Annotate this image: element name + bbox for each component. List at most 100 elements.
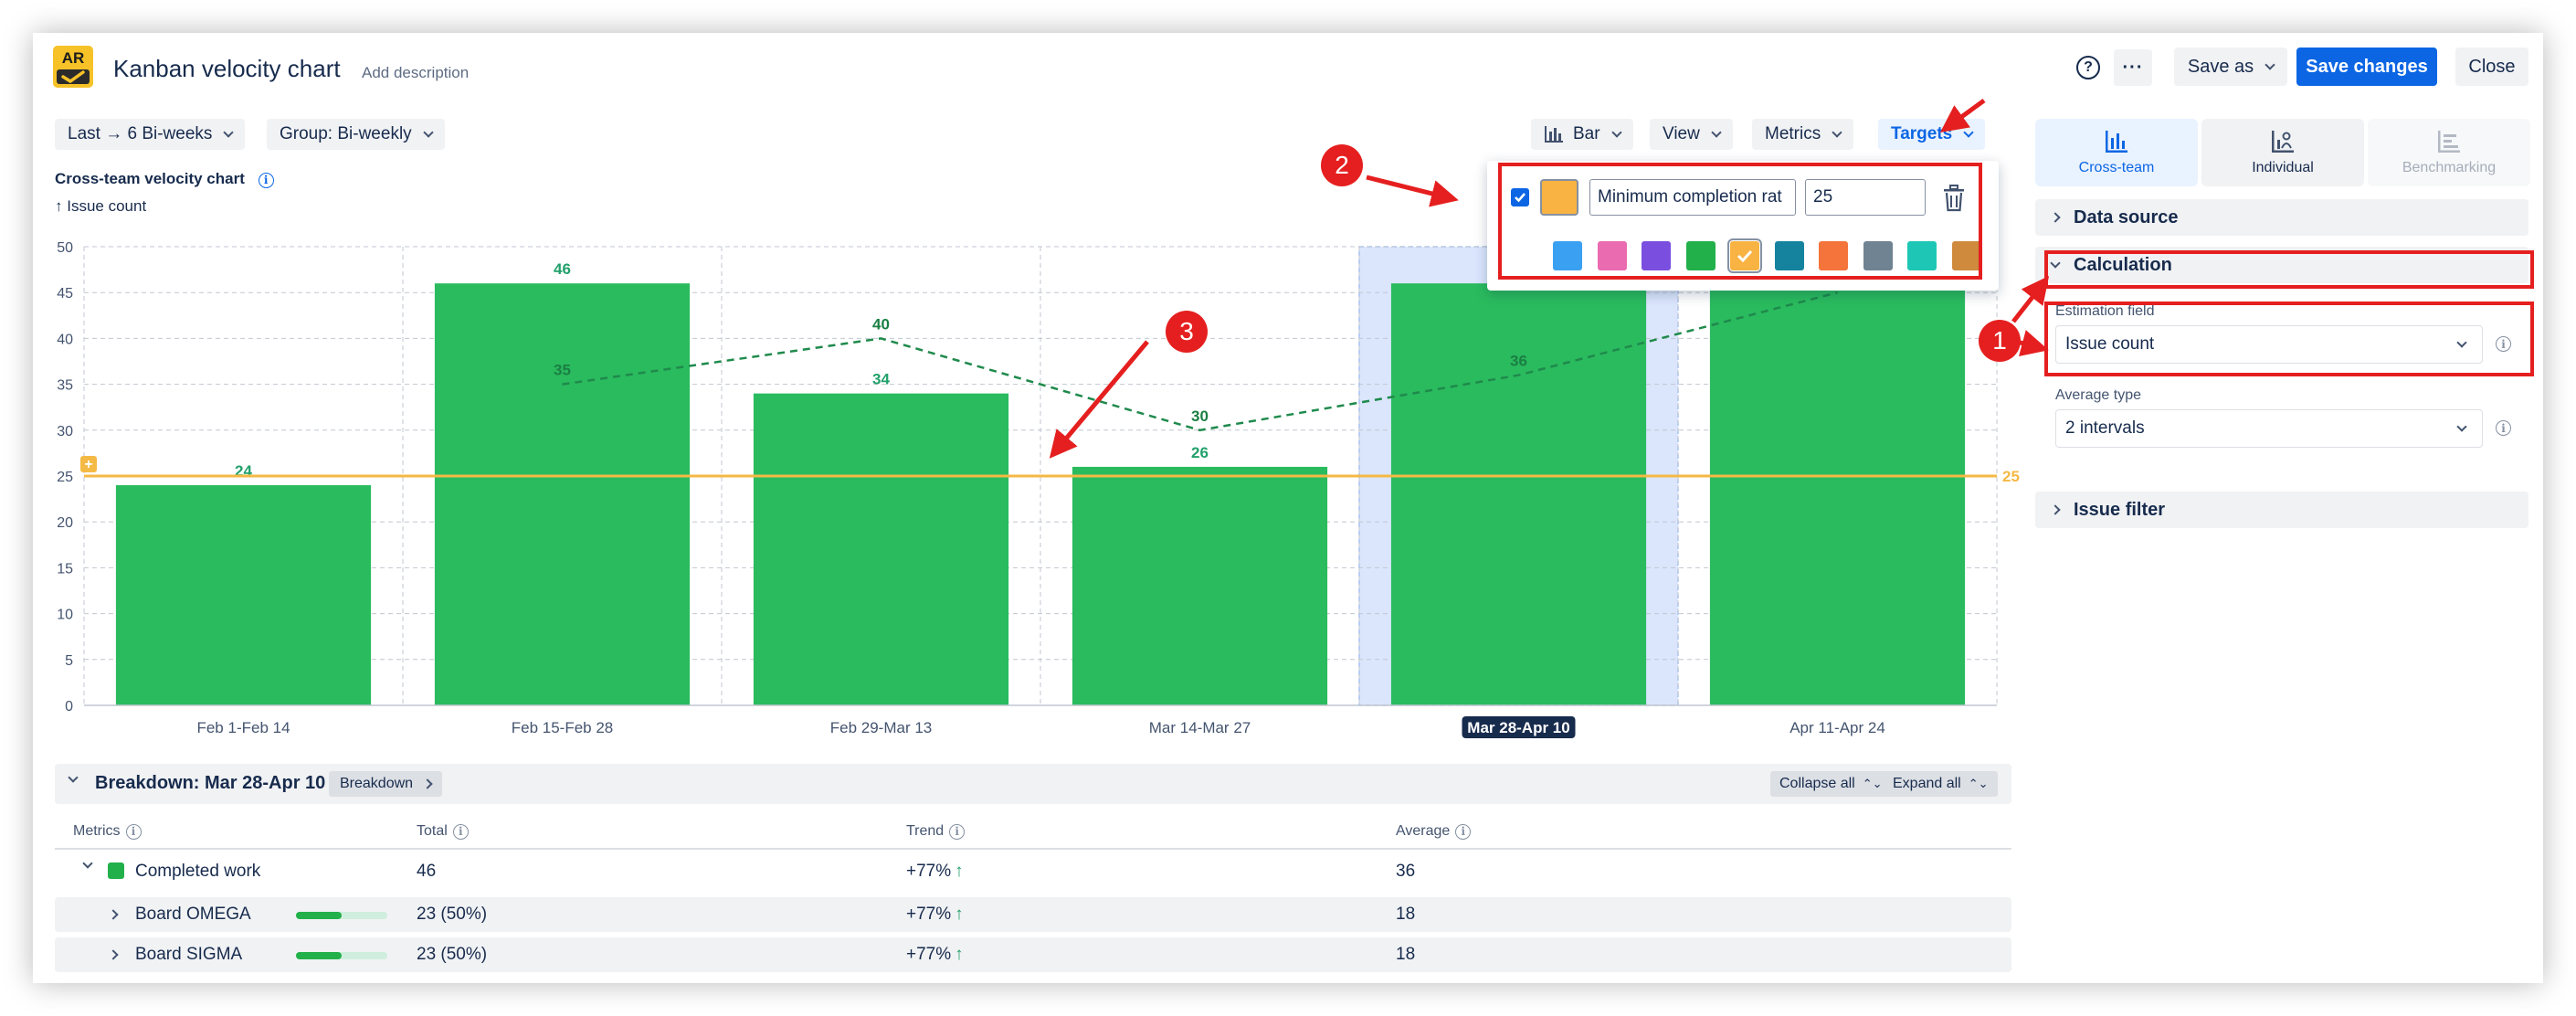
save-as-button[interactable]: Save as <box>2174 48 2287 86</box>
metric-name: Completed work <box>135 862 261 881</box>
data-source-section[interactable]: Data source <box>2035 199 2528 236</box>
info-icon[interactable]: i <box>2496 336 2511 352</box>
breakdown-button-label: Breakdown <box>340 776 414 791</box>
color-swatch[interactable] <box>1727 238 1762 273</box>
y-axis-label: ↑ Issue count <box>55 197 147 215</box>
color-swatch[interactable] <box>1597 241 1627 270</box>
info-icon[interactable]: i <box>125 823 142 840</box>
table-row[interactable] <box>55 854 2011 889</box>
color-swatch[interactable] <box>1863 241 1893 270</box>
color-swatch[interactable] <box>1642 241 1671 270</box>
total-value: 46 <box>417 862 437 881</box>
y-tick-label: 10 <box>57 608 73 623</box>
section-label: Calculation <box>2074 254 2172 275</box>
arrow-to-calculation <box>2011 276 2050 323</box>
annotation-arrows <box>1049 98 2050 459</box>
trend-value: +77% ↑ <box>906 854 964 889</box>
group-select[interactable]: Group: Bi-weekly <box>267 119 445 150</box>
target-name-input[interactable]: Minimum completion rat <box>1589 179 1796 216</box>
page-title: Kanban velocity chart <box>113 55 341 82</box>
x-tick-label: Mar 28-Apr 10 <box>1467 719 1569 736</box>
average-data-label: 36 <box>1510 353 1527 370</box>
tab-individual[interactable]: Individual <box>2201 119 2364 186</box>
time-range-select[interactable]: Last → 6 Bi-weeks <box>55 119 246 150</box>
annotation-badge-3: 3 <box>1166 311 1208 353</box>
arrow-to-popover <box>1366 175 1459 207</box>
total-value: 23 (50%) <box>417 905 488 924</box>
target-color-button[interactable] <box>1540 179 1578 216</box>
y-tick-label: 30 <box>57 424 73 439</box>
section-label: Data source <box>2074 206 2179 228</box>
column-label: Trend <box>906 823 945 839</box>
issue-filter-section[interactable]: Issue filter <box>2035 492 2528 528</box>
chart-type-select[interactable]: Bar <box>1531 119 1633 150</box>
selected-x-label-bg <box>1462 716 1576 738</box>
view-select[interactable]: View <box>1650 119 1733 150</box>
tab-cross-team[interactable]: Cross-team <box>2035 119 2198 186</box>
y-tick-label: 45 <box>57 286 73 302</box>
bar <box>434 283 691 705</box>
logo-text: AR <box>62 49 85 67</box>
info-icon[interactable]: i <box>258 172 274 188</box>
color-swatch[interactable] <box>1774 241 1804 270</box>
target-marker-glyph: + <box>84 457 92 472</box>
tab-benchmarking[interactable]: Benchmarking <box>2368 119 2530 186</box>
annotation-box-calculation <box>2044 250 2534 289</box>
color-swatch[interactable] <box>1685 241 1716 270</box>
trend-text: +77% <box>906 862 952 881</box>
expand-all-label: Expand all <box>1893 776 1961 791</box>
progress-fill <box>296 952 342 959</box>
bar-data-label: 26 <box>1191 444 1209 461</box>
target-value-label: 25 <box>2002 468 2020 485</box>
help-icon: ? <box>2076 56 2100 79</box>
arrow-up-icon: ↑ <box>955 862 964 881</box>
view-label: View <box>1663 124 1700 143</box>
add-description-link[interactable]: Add description <box>362 64 470 81</box>
color-swatch[interactable] <box>1819 241 1848 270</box>
average-type-select[interactable]: 2 intervals <box>2055 409 2483 448</box>
column-label: Average <box>1396 823 1451 839</box>
breakdown-button[interactable]: Breakdown <box>329 771 443 797</box>
expand-all-button[interactable]: Expand all ⌃⌄ <box>1884 771 1998 797</box>
info-icon[interactable]: i <box>1455 823 1472 840</box>
trend-text: +77% <box>906 945 952 964</box>
benchmark-icon <box>2438 131 2460 153</box>
average-type-value: 2 intervals <box>2065 418 2145 438</box>
progress-fill <box>296 912 342 919</box>
metrics-select[interactable]: Metrics <box>1752 119 1854 150</box>
more-button[interactable]: ··· <box>2114 49 2152 86</box>
velocity-chart-app: AR Kanban velocity chart Add description… <box>33 33 2543 983</box>
save-changes-button[interactable]: Save changes <box>2296 48 2437 86</box>
info-icon[interactable]: i <box>2496 420 2511 436</box>
target-enabled-checkbox[interactable] <box>1511 188 1529 206</box>
chevron-right-icon <box>422 778 433 789</box>
average-type-label: Average type <box>2055 387 2141 403</box>
color-swatch[interactable] <box>1907 241 1937 270</box>
x-tick-label: Apr 11-Apr 24 <box>1789 719 1885 736</box>
bar-chart-icon <box>1545 126 1563 143</box>
x-tick-label: Mar 14-Mar 27 <box>1149 719 1251 736</box>
metric-name: Board SIGMA <box>135 945 243 964</box>
checkmark-icon <box>1737 249 1753 263</box>
arrow-to-target-line <box>1049 340 1149 459</box>
metrics-label: Metrics <box>1765 124 1821 143</box>
bar <box>753 393 1009 705</box>
color-swatch[interactable] <box>1951 241 1981 270</box>
arrow-up-icon: ↑ <box>955 945 964 964</box>
close-button[interactable]: Close <box>2455 48 2528 86</box>
x-tick-label: Feb 15-Feb 28 <box>512 719 614 736</box>
color-swatch[interactable] <box>1553 241 1582 270</box>
estimation-field-select[interactable]: Issue count <box>2055 325 2483 364</box>
column-label: Total <box>417 823 448 839</box>
target-value-input[interactable]: 25 <box>1805 179 1926 216</box>
arrow-up-icon: ↑ <box>955 905 964 924</box>
trash-icon[interactable] <box>1942 185 1966 212</box>
average-value: 18 <box>1396 945 1416 964</box>
info-icon[interactable]: i <box>949 823 966 840</box>
collapse-all-button[interactable]: Collapse all ⌃⌄ <box>1770 771 1892 797</box>
info-icon[interactable]: i <box>452 823 469 840</box>
help-button[interactable]: ? <box>2070 49 2106 86</box>
y-tick-label: 20 <box>57 515 73 531</box>
